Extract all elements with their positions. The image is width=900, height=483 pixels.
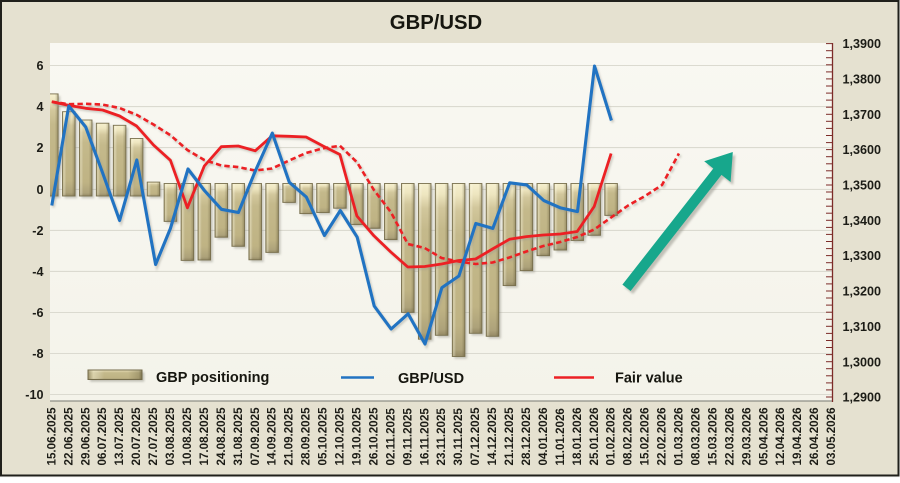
svg-text:1,3000: 1,3000 <box>843 355 882 369</box>
svg-text:30.11.2025: 30.11.2025 <box>452 408 465 466</box>
svg-text:07.12.2025: 07.12.2025 <box>469 407 482 466</box>
svg-text:11.01.2026: 11.01.2026 <box>554 408 567 466</box>
svg-text:08.02.2026: 08.02.2026 <box>622 407 635 466</box>
svg-text:01.03.2026: 01.03.2026 <box>673 407 686 466</box>
svg-text:1,3600: 1,3600 <box>843 143 882 157</box>
svg-text:28.12.2025: 28.12.2025 <box>520 407 533 466</box>
svg-text:27.07.2025: 27.07.2025 <box>147 407 160 466</box>
svg-text:14.12.2025: 14.12.2025 <box>486 407 499 466</box>
svg-text:GBP positioning: GBP positioning <box>156 370 269 386</box>
svg-text:22.06.2025: 22.06.2025 <box>62 407 75 466</box>
svg-text:GBP/USD: GBP/USD <box>390 12 482 34</box>
svg-text:08.03.2026: 08.03.2026 <box>690 407 703 466</box>
svg-text:03.05.2026: 03.05.2026 <box>825 407 838 466</box>
svg-text:01.02.2026: 01.02.2026 <box>605 407 618 466</box>
svg-text:1,3800: 1,3800 <box>843 73 882 87</box>
svg-text:06.07.2025: 06.07.2025 <box>96 407 109 466</box>
svg-text:07.09.2025: 07.09.2025 <box>249 407 262 466</box>
svg-text:6: 6 <box>36 59 43 73</box>
svg-text:4: 4 <box>36 100 43 114</box>
svg-text:1,3700: 1,3700 <box>843 108 882 122</box>
svg-text:17.08.2025: 17.08.2025 <box>198 407 211 466</box>
svg-text:04.01.2026: 04.01.2026 <box>537 407 550 466</box>
svg-text:-4: -4 <box>32 265 43 279</box>
svg-text:-2: -2 <box>32 224 43 238</box>
svg-text:03.08.2025: 03.08.2025 <box>164 407 177 466</box>
svg-text:28.09.2025: 28.09.2025 <box>300 407 313 466</box>
svg-text:2: 2 <box>36 141 43 155</box>
svg-text:-10: -10 <box>25 388 43 402</box>
svg-text:23.11.2025: 23.11.2025 <box>435 408 448 466</box>
svg-text:05.04.2026: 05.04.2026 <box>757 407 770 466</box>
svg-text:25.01.2026: 25.01.2026 <box>588 407 601 466</box>
svg-text:20.07.2025: 20.07.2025 <box>130 407 143 466</box>
svg-text:18.01.2026: 18.01.2026 <box>571 407 584 466</box>
svg-text:05.10.2025: 05.10.2025 <box>317 407 330 466</box>
svg-text:0: 0 <box>36 183 43 197</box>
svg-text:-8: -8 <box>32 347 43 361</box>
svg-text:14.09.2025: 14.09.2025 <box>266 407 279 466</box>
svg-text:12.10.2025: 12.10.2025 <box>334 407 347 466</box>
svg-text:15.06.2025: 15.06.2025 <box>45 407 58 466</box>
svg-text:26.10.2025: 26.10.2025 <box>368 407 381 466</box>
svg-text:29.03.2026: 29.03.2026 <box>740 407 753 466</box>
svg-text:16.11.2025: 16.11.2025 <box>418 408 431 466</box>
svg-text:1,3100: 1,3100 <box>843 320 882 334</box>
svg-text:1,2900: 1,2900 <box>843 391 882 405</box>
svg-text:21.12.2025: 21.12.2025 <box>503 407 516 466</box>
svg-text:13.07.2025: 13.07.2025 <box>113 407 126 466</box>
svg-text:19.04.2026: 19.04.2026 <box>791 407 804 466</box>
svg-text:02.11.2025: 02.11.2025 <box>384 408 397 466</box>
svg-text:15.03.2026: 15.03.2026 <box>706 407 719 466</box>
svg-text:10.08.2025: 10.08.2025 <box>181 407 194 466</box>
svg-text:09.11.2025: 09.11.2025 <box>401 408 414 466</box>
svg-text:29.06.2025: 29.06.2025 <box>79 407 92 466</box>
svg-text:12.04.2026: 12.04.2026 <box>774 407 787 466</box>
svg-text:1,3900: 1,3900 <box>843 37 882 51</box>
svg-text:31.08.2025: 31.08.2025 <box>232 407 245 466</box>
svg-text:19.10.2025: 19.10.2025 <box>351 407 364 466</box>
svg-text:-6: -6 <box>32 306 43 320</box>
svg-text:26.04.2026: 26.04.2026 <box>808 407 821 466</box>
svg-text:1,3200: 1,3200 <box>843 285 882 299</box>
svg-text:1,3400: 1,3400 <box>843 214 882 228</box>
svg-text:1,3500: 1,3500 <box>843 179 882 193</box>
svg-text:22.03.2026: 22.03.2026 <box>723 407 736 466</box>
svg-text:24.08.2025: 24.08.2025 <box>215 407 228 466</box>
svg-text:21.09.2025: 21.09.2025 <box>283 407 296 466</box>
svg-text:Fair value: Fair value <box>615 371 683 387</box>
svg-text:1,3300: 1,3300 <box>843 249 882 263</box>
svg-text:15.02.2026: 15.02.2026 <box>639 407 652 466</box>
svg-text:GBP/USD: GBP/USD <box>398 371 464 387</box>
svg-text:22.02.2026: 22.02.2026 <box>656 407 669 466</box>
